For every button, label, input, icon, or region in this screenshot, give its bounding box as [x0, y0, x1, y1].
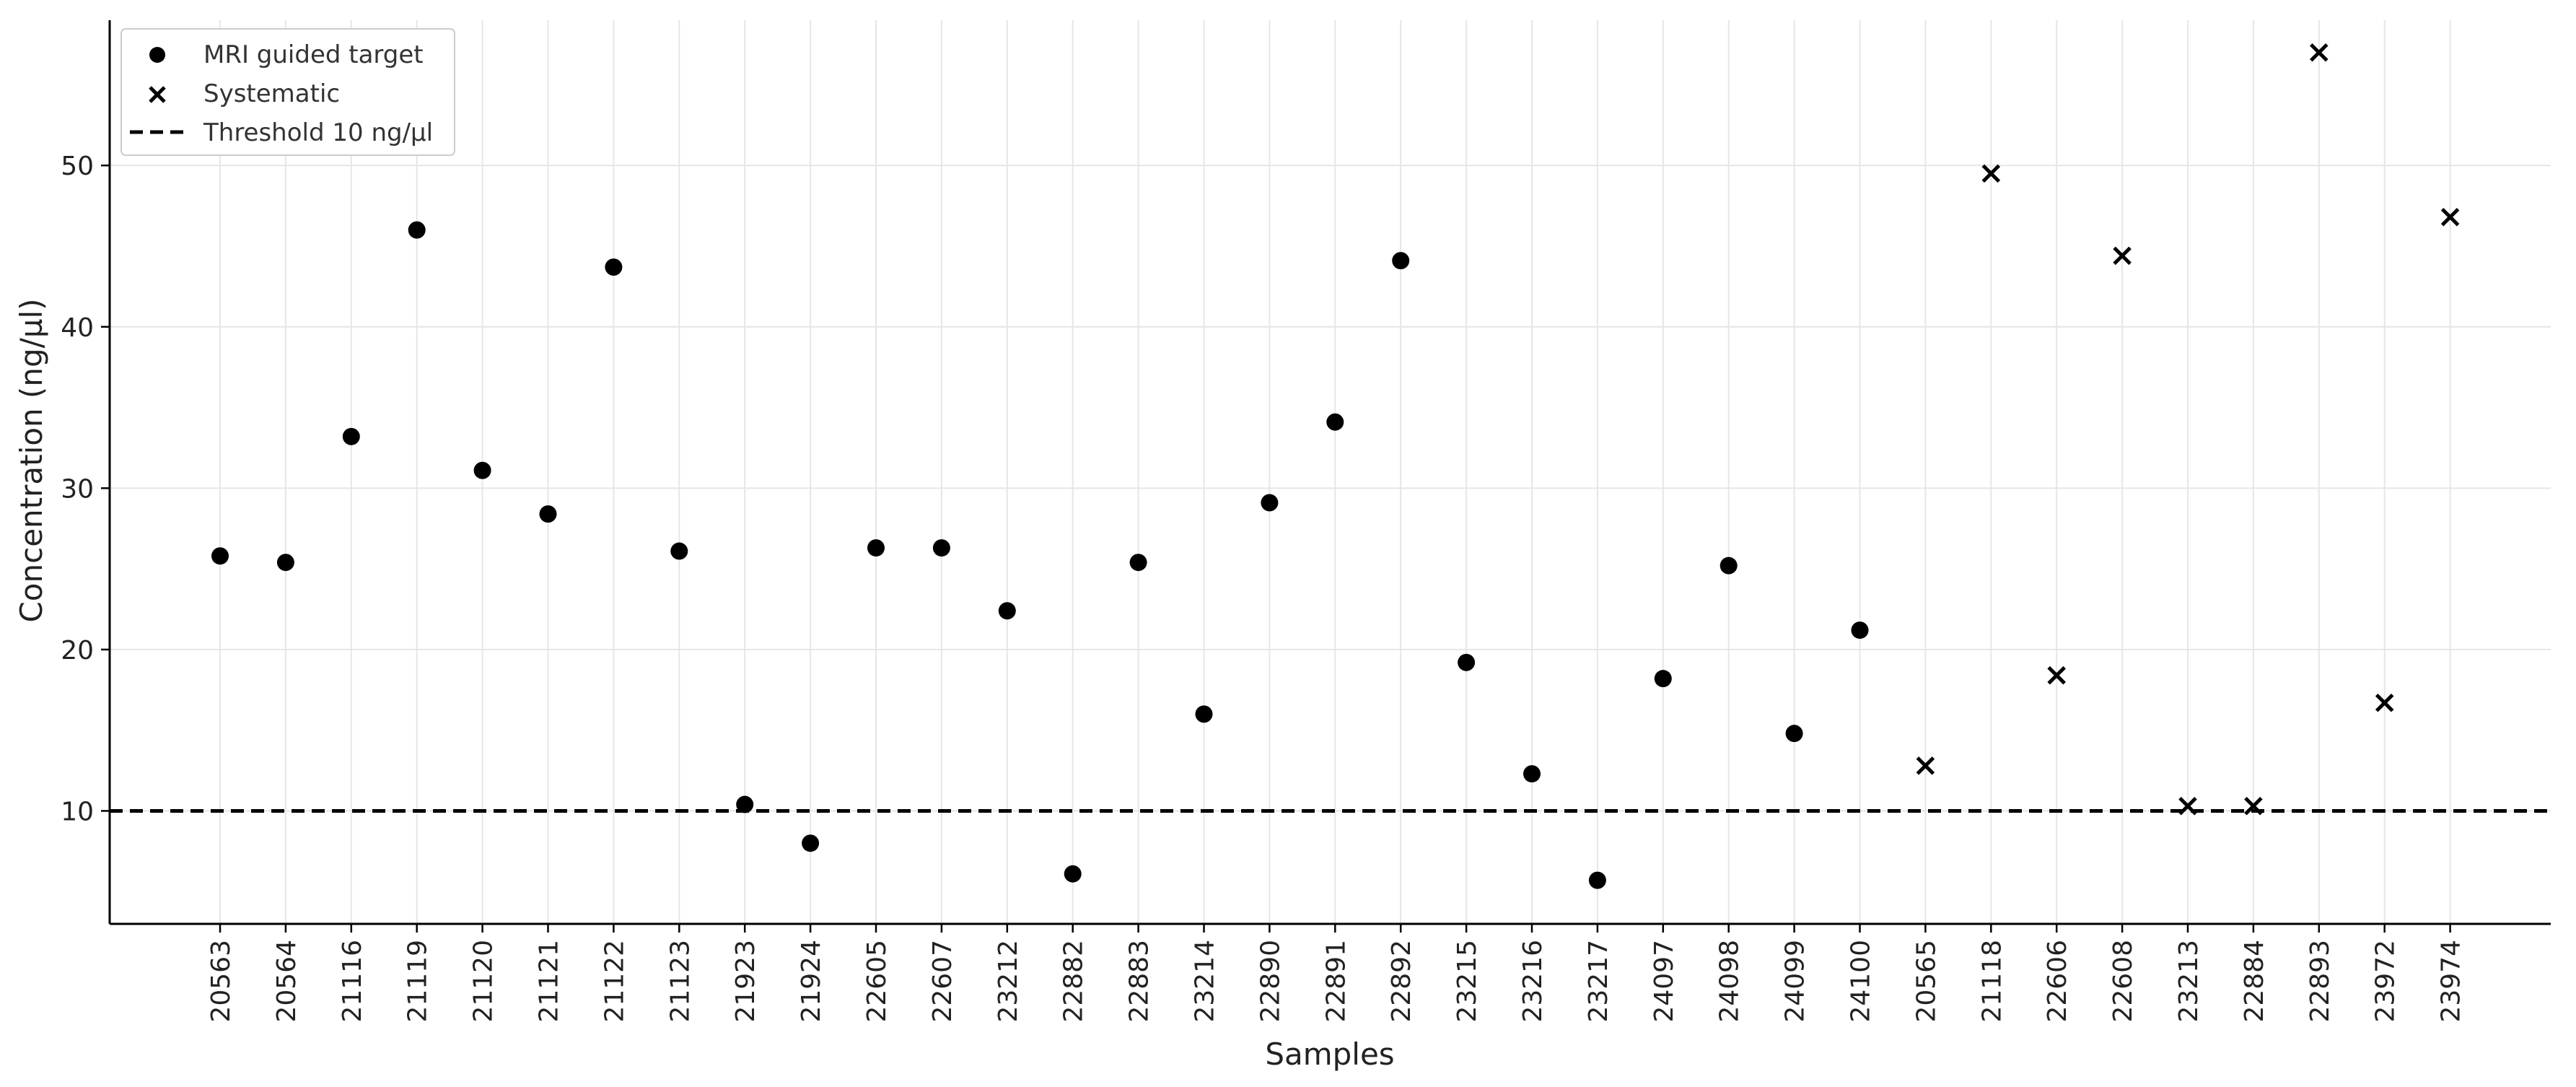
x-tick-label-21923: 21923	[731, 940, 761, 1023]
point-mri-guided-target-22891	[1326, 413, 1344, 431]
y-tick-label-40: 40	[61, 313, 94, 343]
legend-label-threshold: Threshold 10 ng/µl	[203, 118, 433, 147]
x-tick-label-23215: 23215	[1453, 940, 1482, 1023]
x-tick-label-23216: 23216	[1518, 940, 1548, 1023]
x-tick-label-22884: 22884	[2240, 940, 2269, 1023]
x-tick-label-21116: 21116	[338, 940, 367, 1023]
point-mri-guided-target-24099	[1785, 725, 1803, 743]
grid-layer	[110, 20, 2551, 924]
x-tick-label-22893: 22893	[2305, 940, 2335, 1023]
point-mri-guided-target-21924	[802, 834, 820, 852]
point-mri-guided-target-23217	[1588, 871, 1606, 889]
points-layer	[211, 43, 2460, 889]
point-mri-guided-target-23214	[1195, 705, 1213, 723]
point-mri-guided-target-24097	[1654, 670, 1672, 688]
x-tick-label-22605: 22605	[862, 940, 892, 1023]
legend-label-mri-guided-target: MRI guided target	[203, 40, 424, 69]
x-tick-label-22882: 22882	[1059, 940, 1089, 1023]
point-systematic-20565	[1916, 756, 1935, 775]
x-tick-label-21118: 21118	[1977, 940, 2007, 1023]
point-mri-guided-target-21120	[473, 461, 491, 479]
x-tick-label-24097: 24097	[1650, 940, 1679, 1023]
x-tick-label-21119: 21119	[403, 940, 433, 1023]
point-systematic-22606	[2047, 665, 2066, 685]
y-tick-label-30: 30	[61, 474, 94, 504]
point-mri-guided-target-21116	[342, 427, 360, 445]
x-tick-label-24099: 24099	[1781, 940, 1810, 1023]
x-tick-label-23972: 23972	[2371, 940, 2401, 1023]
point-mri-guided-target-24098	[1719, 556, 1738, 575]
x-tick-label-21123: 21123	[665, 940, 695, 1023]
point-systematic-22608	[2113, 246, 2132, 266]
x-tick-label-21122: 21122	[600, 940, 629, 1023]
x-tick-label-23212: 23212	[994, 940, 1023, 1023]
legend: MRI guided target Systematic Threshold 1…	[121, 28, 455, 156]
point-mri-guided-target-21923	[736, 795, 754, 813]
x-tick-label-23974: 23974	[2437, 940, 2466, 1023]
x-tick-label-20563: 20563	[206, 940, 236, 1023]
y-tick-label-20: 20	[61, 636, 94, 665]
x-tick-label-22607: 22607	[928, 940, 958, 1023]
x-tick-label-22606: 22606	[2043, 940, 2072, 1023]
point-systematic-22893	[2310, 43, 2329, 62]
x-tick-label-21924: 21924	[797, 940, 826, 1023]
point-systematic-23972	[2375, 693, 2394, 712]
point-mri-guided-target-23212	[998, 602, 1016, 620]
legend-frame	[121, 28, 455, 156]
point-mri-guided-target-23216	[1523, 765, 1541, 783]
x-tick-label-23213: 23213	[2174, 940, 2204, 1023]
legend-marker-mri-guided-target	[149, 47, 165, 63]
legend-marker-systematic	[149, 86, 166, 103]
axes-layer	[108, 20, 2551, 925]
y-tick-label-10: 10	[61, 798, 94, 827]
point-systematic-22884	[2244, 797, 2263, 816]
point-systematic-23213	[2178, 797, 2197, 816]
x-tick-label-20565: 20565	[1911, 940, 1941, 1023]
x-tick-label-23214: 23214	[1191, 940, 1220, 1023]
point-mri-guided-target-21121	[539, 505, 557, 523]
point-mri-guided-target-22882	[1064, 865, 1082, 883]
point-mri-guided-target-21119	[408, 221, 426, 239]
y-axis-label: Concentration (ng/µl)	[14, 298, 49, 622]
point-mri-guided-target-22605	[867, 539, 885, 557]
point-mri-guided-target-21122	[605, 258, 623, 276]
x-tick-label-20564: 20564	[272, 940, 302, 1023]
x-tick-label-22890: 22890	[1256, 940, 1285, 1023]
ticks-layer: 10 20 30 40 50 20563 20564 21116 21119 21120 21121…	[61, 152, 2466, 1022]
point-mri-guided-target-22890	[1261, 494, 1279, 512]
point-mri-guided-target-21123	[670, 542, 688, 560]
x-tick-label-21121: 21121	[535, 940, 564, 1023]
y-tick-label-50: 50	[61, 152, 94, 181]
point-systematic-21118	[1981, 164, 2001, 183]
x-tick-label-22891: 22891	[1321, 940, 1351, 1023]
point-mri-guided-target-22883	[1129, 554, 1147, 572]
x-tick-label-23217: 23217	[1584, 940, 1613, 1023]
point-mri-guided-target-22892	[1392, 252, 1410, 270]
point-mri-guided-target-22607	[932, 539, 950, 557]
x-axis-label: Samples	[1265, 1036, 1394, 1072]
x-tick-label-22608: 22608	[2108, 940, 2138, 1023]
x-tick-label-21120: 21120	[469, 940, 499, 1023]
legend-label-systematic: Systematic	[203, 79, 340, 108]
point-mri-guided-target-20564	[276, 554, 294, 572]
x-tick-label-22883: 22883	[1125, 940, 1155, 1023]
x-tick-label-22892: 22892	[1387, 940, 1416, 1023]
point-systematic-23974	[2440, 207, 2460, 227]
point-mri-guided-target-24100	[1851, 621, 1869, 639]
x-tick-label-24100: 24100	[1846, 940, 1876, 1023]
point-mri-guided-target-23215	[1458, 653, 1476, 671]
x-tick-label-24098: 24098	[1715, 940, 1745, 1023]
point-mri-guided-target-20563	[211, 547, 229, 565]
